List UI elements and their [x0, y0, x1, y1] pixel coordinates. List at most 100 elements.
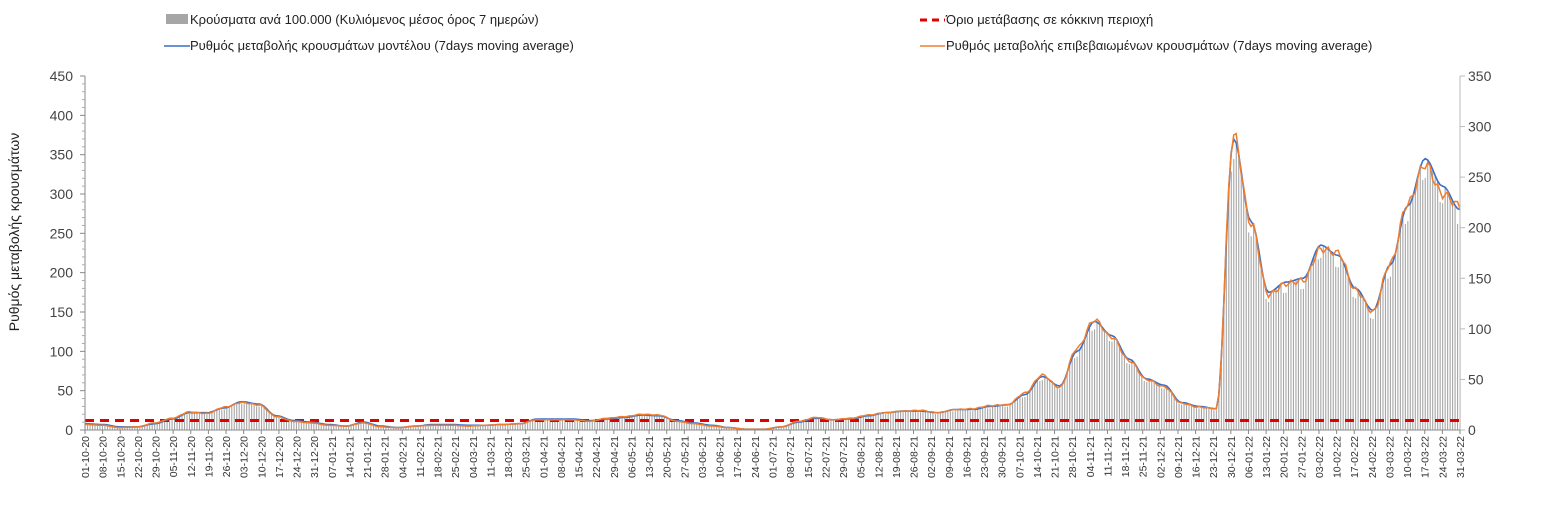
x-tick-label: 23-09-21 [979, 436, 991, 478]
case-bar [1193, 405, 1195, 430]
case-bar [1235, 142, 1237, 430]
case-bar [447, 425, 449, 430]
case-bar [1086, 333, 1088, 430]
right-tick-label: 300 [1468, 119, 1492, 135]
case-bar [1302, 288, 1304, 430]
x-tick-label: 17-12-20 [274, 436, 286, 478]
case-bar [534, 419, 536, 430]
case-bar [999, 405, 1001, 430]
case-bar [1056, 388, 1058, 430]
case-bar [979, 408, 981, 430]
case-bar [1273, 290, 1275, 430]
case-bar [236, 402, 238, 430]
case-bar [313, 422, 315, 430]
x-tick-label: 22-04-21 [591, 436, 603, 478]
case-bar [967, 409, 969, 430]
case-bar [1312, 257, 1314, 430]
case-bar [1389, 276, 1391, 430]
case-bar [1325, 246, 1327, 430]
case-bar [305, 421, 307, 430]
case-bar [492, 424, 494, 430]
case-bar [711, 425, 713, 430]
case-bar [529, 420, 531, 430]
case-bar [1044, 376, 1046, 430]
case-bar [427, 425, 429, 430]
case-bar [1123, 354, 1125, 430]
case-bar [477, 424, 479, 430]
case-bar [348, 425, 350, 430]
case-bar [1176, 399, 1178, 430]
case-bar [1151, 379, 1153, 430]
case-bar [131, 426, 133, 430]
case-bar [1116, 339, 1118, 430]
case-bar [474, 424, 476, 430]
case-bar [1006, 406, 1009, 430]
case-bar [1146, 382, 1148, 430]
case-bar [681, 421, 683, 430]
case-bar [1101, 326, 1103, 430]
case-bar [1153, 381, 1155, 430]
case-bar [499, 424, 501, 430]
case-bar [360, 422, 362, 430]
case-bar [1049, 379, 1051, 430]
x-tick-label: 29-07-21 [838, 436, 850, 478]
case-bar [169, 419, 171, 430]
case-bar [922, 410, 924, 430]
case-bar [1059, 388, 1061, 430]
case-bar [1158, 384, 1160, 430]
case-bar [830, 420, 832, 430]
case-bar [872, 415, 874, 430]
case-bar [1004, 406, 1006, 430]
case-bar [788, 424, 790, 430]
case-bar [1457, 223, 1459, 430]
case-bar [370, 423, 372, 430]
case-bar [469, 424, 471, 430]
right-tick-label: 350 [1468, 68, 1492, 84]
case-bar [594, 420, 596, 430]
x-tick-label: 21-10-21 [1050, 436, 1062, 478]
case-bar [532, 419, 534, 430]
case-bar [1166, 386, 1168, 430]
case-bar [842, 419, 844, 430]
case-bar [1118, 344, 1120, 430]
case-bar [624, 417, 626, 430]
y-axis-label: Ρυθμός μεταβολής κρουσμάτων [6, 133, 22, 331]
case-bar [713, 425, 715, 430]
case-bar [1360, 292, 1362, 430]
case-bar [1340, 256, 1342, 430]
x-tick-label: 05-08-21 [856, 436, 868, 478]
case-bar [1143, 381, 1145, 430]
case-bar [238, 403, 240, 430]
case-bar [703, 424, 705, 430]
case-bar [89, 424, 91, 430]
case-bar [459, 424, 462, 430]
case-bar [1093, 329, 1096, 430]
case-bar [691, 423, 693, 430]
case-bar [171, 419, 173, 430]
x-tick-label: 07-10-21 [1014, 436, 1026, 478]
case-bar [840, 419, 842, 430]
x-tick-label: 04-02-21 [397, 436, 409, 478]
case-bar [1071, 357, 1073, 430]
case-bar [822, 418, 825, 430]
case-bar [589, 421, 591, 430]
left-tick-label: 200 [50, 265, 74, 281]
x-tick-label: 15-10-20 [115, 436, 127, 478]
case-bar [350, 425, 352, 430]
case-bar [410, 426, 412, 430]
case-bar [1444, 187, 1446, 430]
case-bar [1290, 281, 1292, 430]
case-bar [362, 422, 365, 430]
case-bar [785, 426, 787, 430]
case-bar [527, 421, 529, 430]
case-bar [1253, 225, 1255, 430]
case-bar [290, 421, 292, 430]
case-bar [661, 416, 663, 430]
case-bar [870, 415, 872, 430]
case-bar [1076, 356, 1078, 430]
case-bar [303, 421, 305, 430]
case-bar [1046, 378, 1048, 430]
case-bar [390, 427, 392, 430]
case-bar [1307, 272, 1309, 430]
x-tick-label: 08-10-20 [98, 436, 110, 478]
